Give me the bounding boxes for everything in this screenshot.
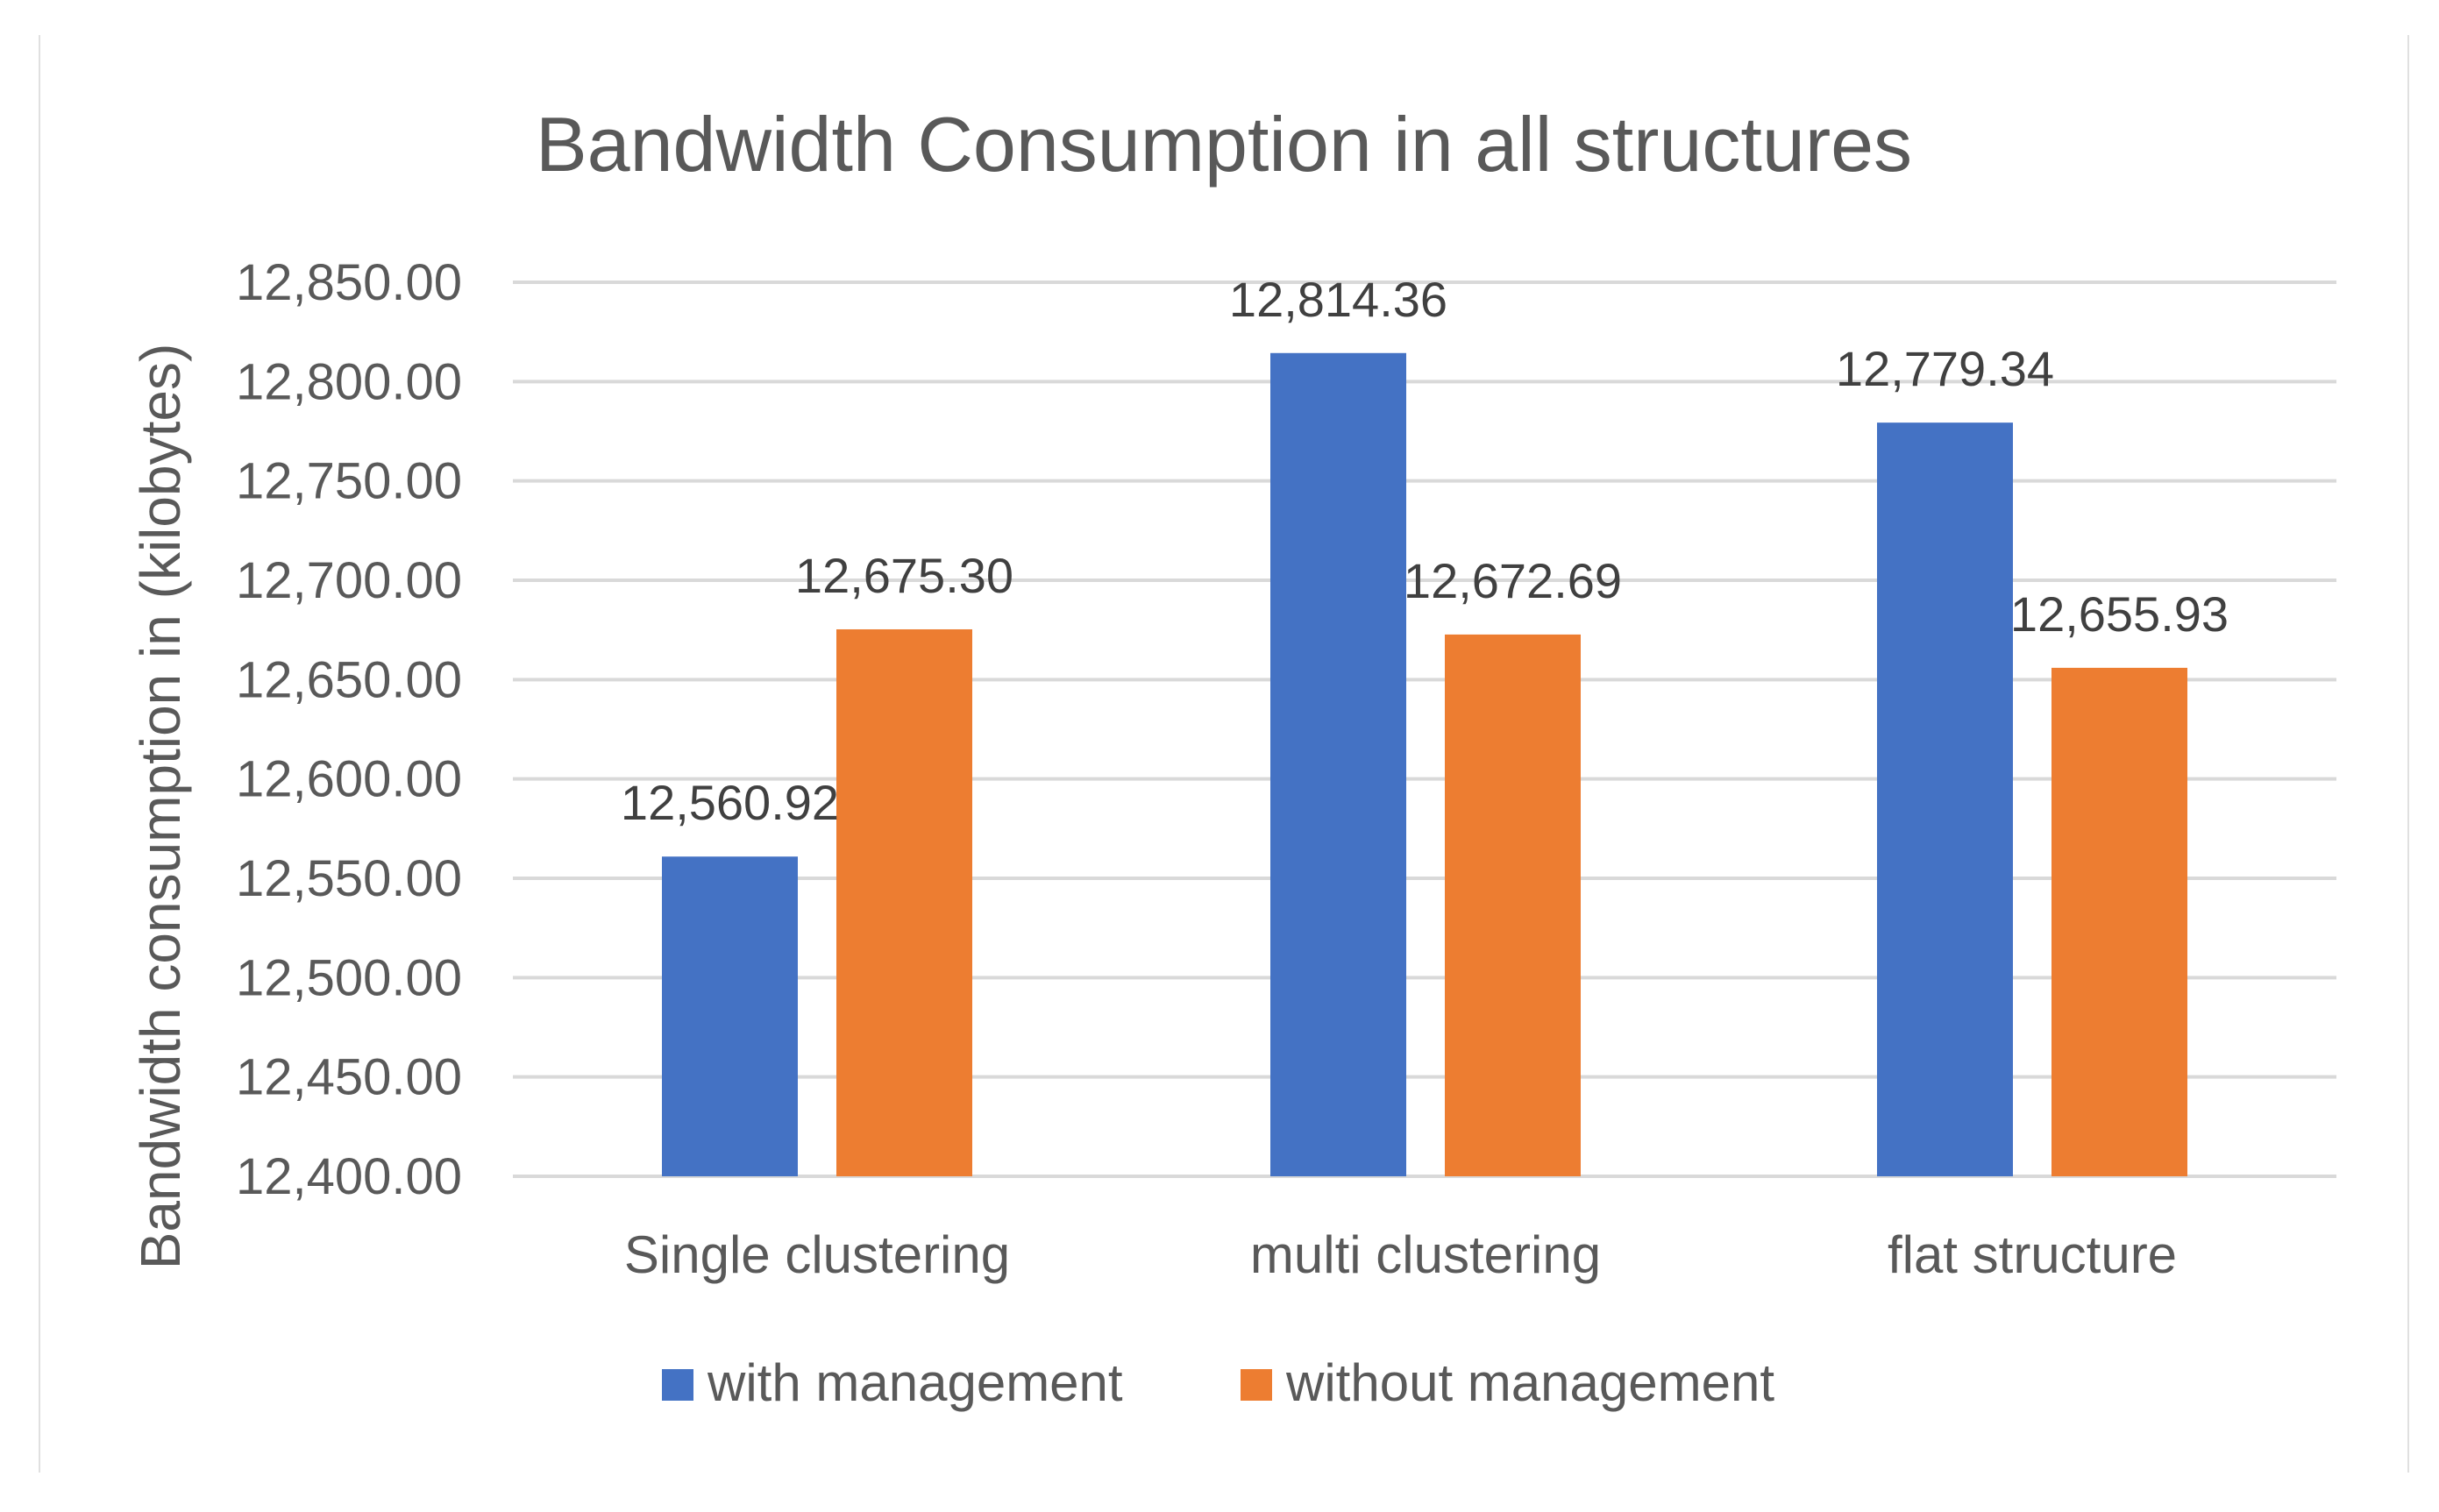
bar-with-management — [662, 856, 798, 1176]
y-tick-label: 12,750.00 — [236, 453, 462, 510]
bar-without-management — [2051, 667, 2187, 1176]
data-label: 12,779.34 — [1836, 341, 2054, 396]
bar-with-management — [1270, 352, 1406, 1176]
bar-without-management — [836, 628, 972, 1176]
y-axis-label: Bandwidth consumption in (kilobytes) — [129, 344, 192, 1270]
chart-title: Bandwidth Consumption in all structures — [536, 101, 1912, 188]
legend-label: with management — [707, 1353, 1123, 1412]
y-tick-label: 12,450.00 — [236, 1049, 462, 1106]
legend-without-management: without management — [1241, 1353, 1774, 1412]
y-tick-label: 12,700.00 — [236, 552, 462, 609]
y-tick-label: 12,800.00 — [236, 353, 462, 410]
y-tick-label: 12,500.00 — [236, 949, 462, 1006]
y-tick-label: 12,550.00 — [236, 850, 462, 907]
y-tick-label: 12,600.00 — [236, 751, 462, 808]
data-label: 12,675.30 — [795, 548, 1013, 603]
data-label: 12,655.93 — [2010, 586, 2229, 642]
bar-with-management — [1877, 422, 2013, 1176]
y-tick-label: 12,650.00 — [236, 651, 462, 708]
x-category-label: Single clustering — [624, 1225, 1010, 1284]
data-label: 12,672.69 — [1404, 553, 1622, 608]
x-category-label: multi clustering — [1250, 1225, 1601, 1284]
bar-without-management — [1445, 634, 1581, 1176]
legend-swatch — [1241, 1369, 1272, 1401]
data-label: 12,560.92 — [621, 775, 839, 830]
legend-swatch — [662, 1369, 693, 1401]
y-tick-label: 12,400.00 — [236, 1148, 462, 1205]
y-tick-label: 12,850.00 — [236, 254, 462, 311]
data-label: 12,814.36 — [1229, 272, 1447, 327]
legend-with-management: with management — [662, 1353, 1123, 1412]
legend-label: without management — [1285, 1353, 1774, 1412]
x-category-label: flat structure — [1888, 1225, 2177, 1284]
